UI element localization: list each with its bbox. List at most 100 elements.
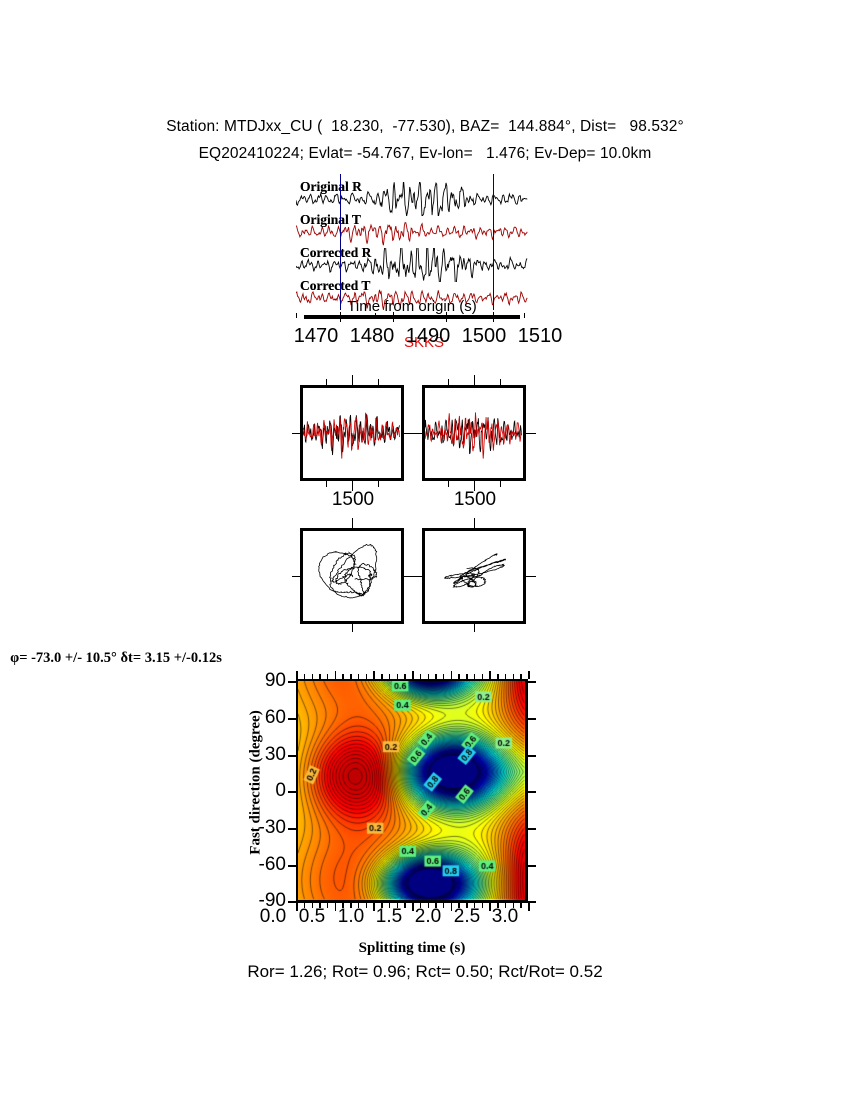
x-tickmark-top bbox=[427, 674, 430, 679]
panel-baseline bbox=[404, 576, 414, 578]
x-tickmark-top bbox=[303, 674, 306, 679]
y-tickmark bbox=[288, 791, 296, 793]
x-tickmark bbox=[442, 903, 445, 908]
x-tickmark-top bbox=[319, 674, 321, 679]
x-tickmark-top bbox=[404, 674, 406, 679]
x-tickmark-top bbox=[419, 674, 422, 679]
x-tickmark bbox=[450, 903, 453, 911]
x-tickmark bbox=[381, 903, 383, 908]
panel-tick bbox=[352, 375, 354, 385]
error-surface-plot bbox=[296, 679, 528, 903]
x-tickmark-top bbox=[296, 671, 298, 679]
x-tickmark-top bbox=[412, 671, 414, 679]
x-axis-title: Splitting time (s) bbox=[358, 940, 466, 956]
panel-tick bbox=[352, 481, 354, 491]
y-tickmark-right bbox=[528, 791, 536, 793]
x-tickmark bbox=[388, 903, 391, 908]
time-axis-bar bbox=[304, 315, 520, 319]
time-tick-label: 1500 bbox=[461, 325, 507, 347]
x-tickmark-top bbox=[442, 674, 445, 679]
x-tick-label: 3.0 bbox=[491, 906, 519, 927]
x-tickmark-top bbox=[381, 674, 383, 679]
x-tickmark-top bbox=[334, 671, 337, 679]
x-tick-label: 2.5 bbox=[453, 906, 481, 927]
station-info-line: Station: MTDJxx_CU ( 18.230, -77.530), B… bbox=[166, 118, 684, 135]
panel-baseline bbox=[404, 433, 414, 435]
error-surface-canvas bbox=[298, 681, 525, 900]
panel-baseline bbox=[526, 576, 536, 578]
panel-tick bbox=[448, 379, 450, 385]
panel-tick bbox=[326, 379, 328, 385]
time-tick-label: 1490 bbox=[405, 325, 451, 347]
x-tickmark-top bbox=[357, 674, 360, 679]
x-tickmark-top bbox=[450, 671, 453, 679]
comparison-tick-label-right: 1500 bbox=[453, 489, 497, 510]
time-axis-title: Time from origin (s) bbox=[347, 298, 477, 315]
x-tickmark bbox=[404, 903, 406, 908]
x-tick-label: 2.0 bbox=[414, 906, 442, 927]
x-tickmark-top bbox=[373, 671, 375, 679]
x-tickmark-top bbox=[326, 674, 329, 679]
x-tickmark bbox=[373, 903, 375, 911]
x-tickmark bbox=[419, 903, 422, 908]
panel-tick bbox=[500, 481, 502, 487]
panel-tick bbox=[474, 624, 476, 632]
x-tickmark bbox=[311, 903, 314, 908]
x-tickmark bbox=[473, 903, 476, 908]
x-tickmark bbox=[458, 903, 460, 908]
x-tickmark-top bbox=[342, 674, 344, 679]
trace-label-corrected-r: Corrected R bbox=[300, 245, 372, 260]
x-tickmark bbox=[528, 903, 530, 911]
x-tickmark bbox=[326, 903, 329, 908]
x-tickmark bbox=[365, 903, 368, 908]
skks-phase-label: SKKS bbox=[404, 334, 445, 351]
time-tick bbox=[296, 313, 298, 318]
y-tick-label: -60 bbox=[258, 854, 286, 875]
y-tickmark-right bbox=[528, 828, 536, 830]
y-tickmark-right bbox=[528, 718, 536, 720]
x-tickmark bbox=[520, 903, 522, 908]
trace-label-original-t: Original T bbox=[300, 212, 361, 227]
x-tickmark bbox=[342, 903, 344, 908]
panel-tick bbox=[326, 481, 328, 487]
x-tickmark bbox=[427, 903, 430, 908]
x-tickmark-top bbox=[388, 674, 391, 679]
x-tickmark-top bbox=[497, 674, 499, 679]
panel-tick bbox=[352, 518, 354, 528]
particle-motion-panel-right bbox=[422, 528, 526, 624]
x-tickmark bbox=[466, 903, 468, 908]
y-tickmark bbox=[288, 865, 296, 867]
x-tickmark-top bbox=[396, 674, 399, 679]
x-tickmark bbox=[303, 903, 306, 908]
waveform-stack: SKKS Original R Original T Corrected R C… bbox=[296, 168, 528, 351]
panel-baseline bbox=[414, 576, 424, 578]
y-tick-label: -90 bbox=[258, 890, 286, 911]
x-tick-label: 0.0 bbox=[259, 906, 287, 927]
y-tickmark bbox=[288, 755, 296, 757]
trace-corrected-t: Corrected T bbox=[296, 278, 528, 315]
time-tick bbox=[375, 313, 377, 318]
panel-tick bbox=[500, 379, 502, 385]
time-tick bbox=[524, 313, 526, 318]
x-tickmark-top bbox=[350, 674, 352, 679]
y-tickmark-right bbox=[528, 865, 536, 867]
x-tickmark bbox=[357, 903, 360, 908]
window-start-marker bbox=[340, 174, 341, 310]
panel-tick bbox=[378, 379, 380, 385]
x-tickmark-top bbox=[512, 674, 515, 679]
time-axis bbox=[296, 312, 528, 322]
window-end-marker bbox=[493, 174, 494, 310]
x-tickmark-top bbox=[365, 674, 368, 679]
x-tickmark-top bbox=[311, 674, 314, 679]
time-axis-labels: 1470 1480 1490 1500 1510 bbox=[250, 325, 580, 351]
time-tick-label: 1510 bbox=[517, 325, 563, 347]
y-tickmark-right bbox=[528, 901, 536, 903]
comparison-panel-left bbox=[300, 385, 404, 481]
x-tickmark bbox=[296, 903, 298, 911]
time-tick bbox=[393, 312, 395, 322]
x-tickmark bbox=[504, 903, 507, 908]
y-tick-label: 90 bbox=[264, 670, 286, 691]
x-tickmark bbox=[334, 903, 337, 911]
x-tickmark bbox=[412, 903, 414, 911]
